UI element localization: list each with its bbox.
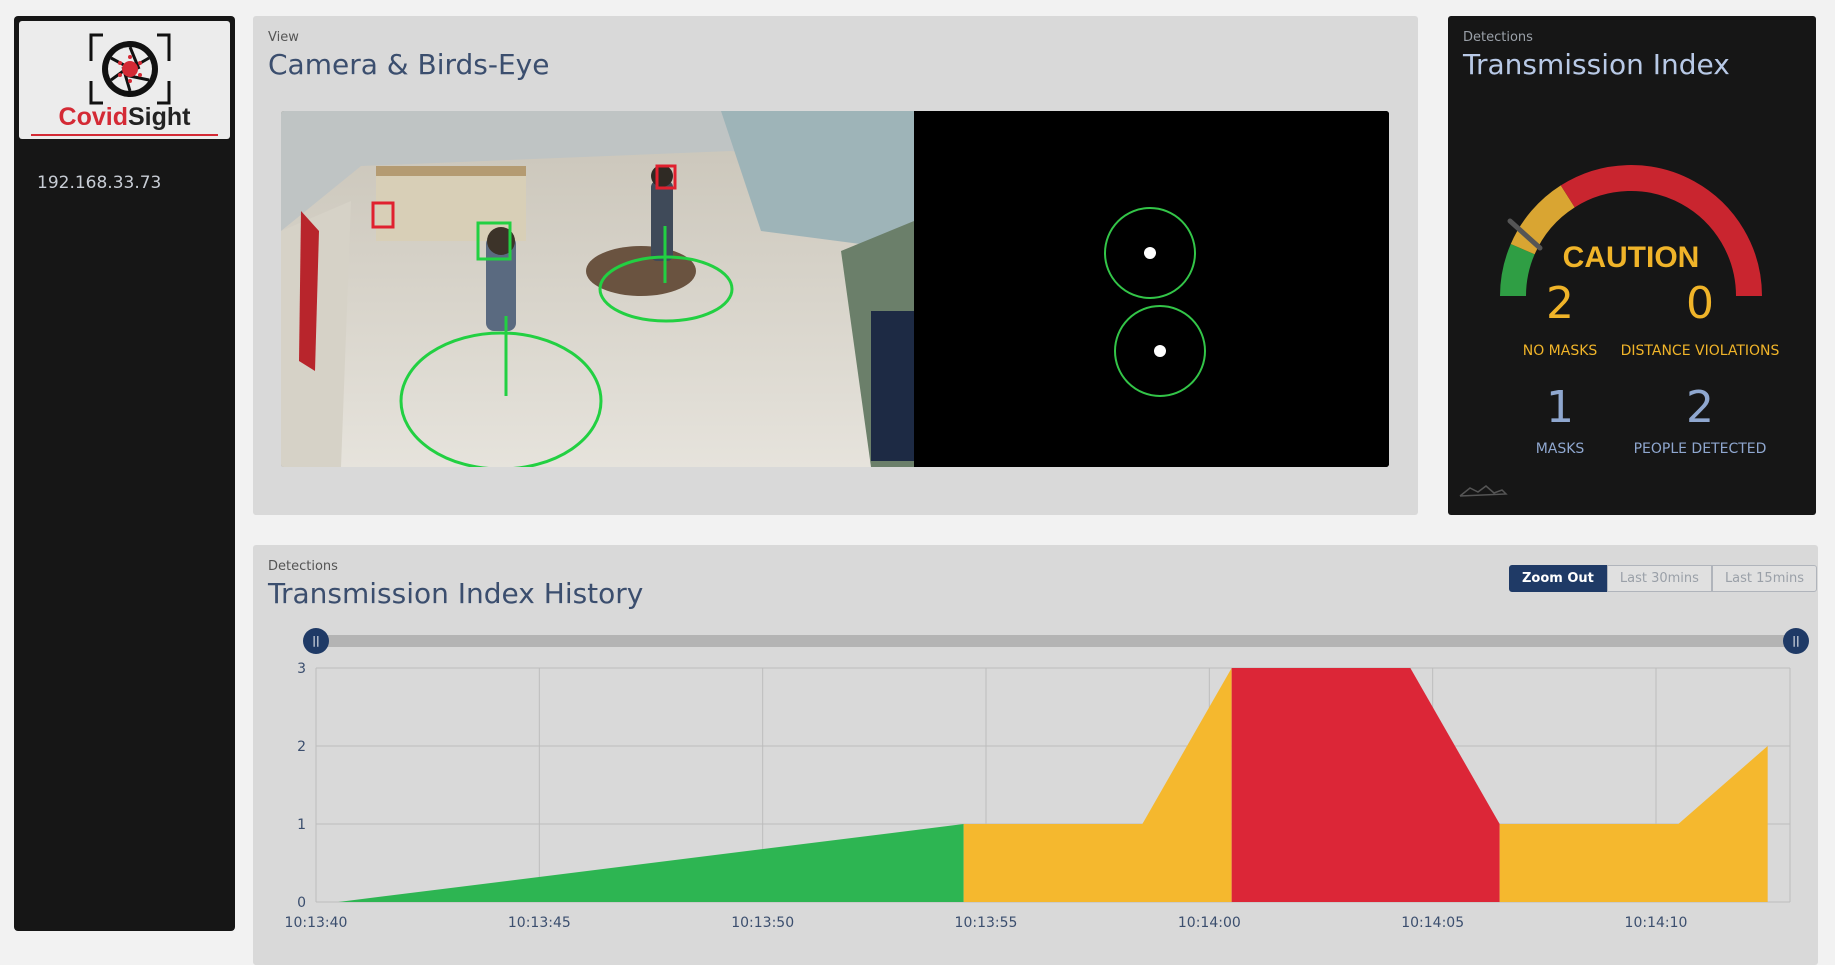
gauge-green-arc [1500,243,1535,297]
detections-panel: Detections Transmission Index CAUTION 2 … [1448,16,1816,515]
x-tick-label: 10:13:40 [285,915,348,931]
sidebar: CovidSight 192.168.33.73 [14,16,235,931]
logo-underline [31,134,218,136]
area-segment-green [338,824,964,902]
y-tick-label: 2 [297,739,306,755]
logo: CovidSight [19,21,230,139]
x-tick-label: 10:14:05 [1401,915,1464,931]
sparkline-icon [1459,485,1508,497]
history-panel: Detections Transmission Index History Zo… [253,545,1818,965]
x-tick-label: 10:13:50 [731,915,794,931]
gauge-label: CAUTION [1563,241,1700,274]
y-tick-label: 3 [297,661,306,677]
last-30mins-button[interactable]: Last 30mins [1606,565,1712,592]
history-panel-subtitle: Detections [268,559,338,574]
birds-eye-view [914,111,1389,467]
last-15mins-button[interactable]: Last 15mins [1711,565,1817,592]
area-segment-yellow [963,668,1232,902]
no-masks-value: 2 [1546,278,1574,329]
y-tick-label: 1 [297,817,306,833]
view-panel-subtitle: View [268,30,299,45]
x-tick-label: 10:14:00 [1178,915,1241,931]
area-segment-red [1231,668,1500,902]
camera-feed [281,111,914,467]
logo-text-sight: Sight [127,103,191,131]
x-tick-label: 10:14:10 [1625,915,1688,931]
no-masks-label: NO MASKS [1522,343,1598,359]
logo-text-covid: Covid [58,103,128,131]
range-button-group: Zoom Out Last 30mins Last 15mins [1509,565,1817,592]
distance-violations-value: 0 [1686,278,1714,329]
gauge-yellow-arc [1510,185,1576,255]
masks-value: 1 [1546,382,1574,433]
detections-panel-title: Transmission Index [1463,48,1730,81]
logo-text: CovidSight [19,103,230,132]
masks-label: MASKS [1535,441,1585,457]
distance-violations-label: DISTANCE VIOLATIONS [1620,343,1780,359]
history-panel-title: Transmission Index History [268,577,644,610]
camera-view [281,111,1389,467]
aperture-logo-icon [89,33,171,105]
ip-address: 192.168.33.73 [37,173,162,193]
zoom-out-button[interactable]: Zoom Out [1509,565,1607,592]
view-panel: View Camera & Birds-Eye [253,16,1418,515]
range-slider [316,635,1796,647]
area-segment-yellow [1499,746,1768,902]
gauge-red-arc [1560,165,1762,297]
y-tick-label: 0 [297,895,306,911]
transmission-history-chart: 0 1 2 3 10:13:40 10:13:45 10:13:50 10:13:55 10:1… [285,661,1791,931]
view-panel-title: Camera & Birds-Eye [268,48,550,81]
people-detected-label: PEOPLE DETECTED [1633,441,1767,457]
x-tick-label: 10:13:55 [955,915,1018,931]
transmission-gauge: CAUTION [1500,165,1762,297]
range-slider-right-handle[interactable]: || [1783,628,1809,654]
gauge-needle [1507,218,1543,251]
range-slider-left-handle[interactable]: || [303,628,329,654]
detections-panel-subtitle: Detections [1463,30,1533,45]
people-detected-value: 2 [1686,382,1714,433]
x-tick-label: 10:13:45 [508,915,571,931]
